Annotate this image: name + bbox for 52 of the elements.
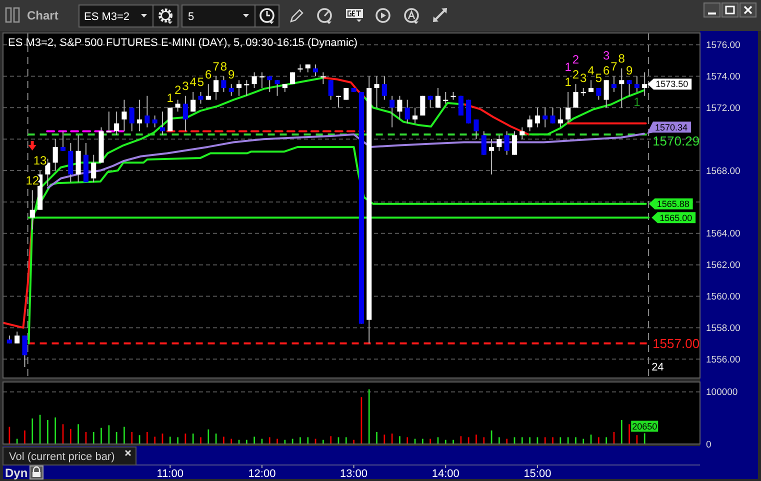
annotation: 8 (220, 59, 228, 74)
data-label: 1570.34 (654, 122, 688, 132)
data-label: 1565.00 (660, 212, 692, 223)
annotation: 9 (626, 63, 633, 78)
text: Dyn (5, 466, 28, 480)
text: 5 (188, 10, 194, 23)
y-tick-label: 1560.00 (706, 292, 740, 303)
text: 1573.50 (656, 79, 688, 90)
y-tick-label: 1558.00 (706, 323, 740, 334)
annotation: 13 (33, 154, 48, 168)
x-tick-label: 12:00 (248, 468, 276, 480)
y-tick-label: 1574.00 (706, 72, 740, 83)
annotation: 1 (634, 95, 641, 110)
annotation: 1 (564, 60, 572, 74)
annotation: 3 (580, 71, 588, 86)
annotation: 3 (602, 48, 610, 62)
text: ES M3=2 (84, 10, 130, 23)
annotation: 7 (610, 59, 618, 74)
annotation: 1 (166, 90, 174, 105)
annotation: 4 (588, 63, 595, 78)
x-tick-label: 13:00 (340, 468, 368, 480)
y-tick-label: 1576.00 (706, 40, 740, 52)
annotation: 2 (572, 67, 580, 82)
annotation: 9 (228, 67, 236, 82)
x-tick-label: 15:00 (524, 468, 552, 480)
annotation: 2 (174, 83, 182, 97)
ref-line-label: 1557.00 (652, 336, 700, 351)
annotation: 8 (618, 52, 626, 66)
annotation: 4 (190, 75, 197, 90)
annotation: 5 (595, 71, 602, 86)
annotation: 1 (564, 75, 572, 90)
text: Vol (current price bar) (9, 450, 115, 463)
y-tick-label: 0 (706, 439, 712, 450)
chart-title: ES M3=2, S&P 500 FUTURES E-MINI (DAY), 5, 09:30-16:15 (Dynamic) (8, 36, 358, 49)
x-tick-label: 11:00 (156, 468, 184, 480)
annotation: 24 (652, 362, 664, 374)
text: Chart (27, 8, 58, 23)
annotation: 6 (205, 67, 212, 82)
y-tick-label: 1556.00 (706, 354, 740, 366)
x-tick-label: 14:00 (432, 468, 460, 480)
data-label: 1565.88 (656, 199, 690, 209)
y-tick-label: 100000 (706, 387, 738, 398)
annotation: 3 (182, 79, 190, 94)
annotation: 7 (212, 59, 220, 74)
annotation: 5 (197, 75, 204, 90)
ref-line-label: 1570.29 (652, 134, 700, 149)
annotation: 2 (572, 52, 580, 66)
y-tick-label: 1572.00 (706, 102, 740, 114)
y-tick-label: 1564.00 (706, 228, 740, 240)
annotation: 6 (602, 63, 610, 78)
y-tick-label: 1568.00 (706, 166, 740, 177)
y-tick-label: 1562.00 (706, 260, 740, 272)
